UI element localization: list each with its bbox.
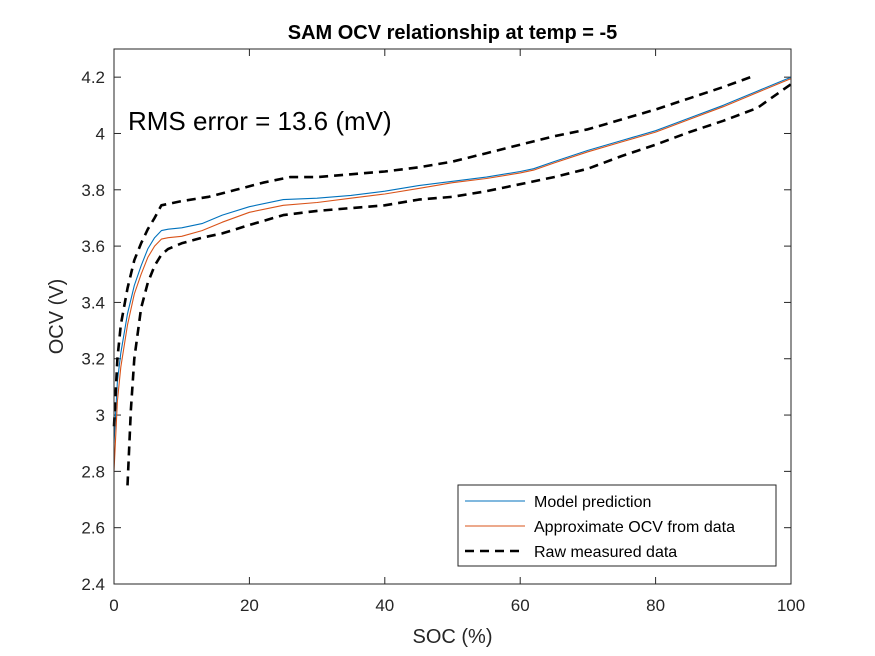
approx-ocv-line bbox=[113, 78, 792, 472]
legend-label: Raw measured data bbox=[534, 544, 677, 561]
axis-ticks: 0 20 40 60 80 100 2.4 2.6 2.8 3 3.2 3.4 3.6 3.8 4 4.2 bbox=[81, 49, 805, 615]
y-axis-label: OCV (V) bbox=[46, 279, 68, 355]
model-prediction-line bbox=[113, 76, 792, 444]
x-tick-label: 80 bbox=[646, 596, 665, 615]
x-tick-label: 40 bbox=[375, 596, 394, 615]
legend-label: Model prediction bbox=[534, 494, 651, 511]
x-tick-label: 0 bbox=[109, 596, 118, 615]
x-tick-label: 100 bbox=[777, 596, 805, 615]
plot-frame bbox=[113, 48, 792, 585]
y-tick-label: 2.6 bbox=[81, 519, 105, 538]
legend-label: Approximate OCV from data bbox=[534, 519, 735, 536]
raw-data-upper-line bbox=[112, 75, 751, 427]
y-tick-label: 3.8 bbox=[81, 181, 105, 200]
y-tick-label: 3.4 bbox=[81, 293, 105, 312]
x-tick-label: 20 bbox=[240, 596, 259, 615]
rms-error-annotation: RMS error = 13.6 (mV) bbox=[128, 106, 392, 136]
x-tick-label: 60 bbox=[511, 596, 530, 615]
y-tick-label: 2.8 bbox=[81, 462, 105, 481]
y-tick-label: 4 bbox=[96, 124, 105, 143]
chart-title: SAM OCV relationship at temp = -5 bbox=[288, 22, 618, 44]
y-tick-label: 3.2 bbox=[81, 350, 105, 369]
y-tick-label: 3 bbox=[96, 406, 105, 425]
y-tick-label: 4.2 bbox=[81, 68, 105, 87]
series-lines bbox=[112, 75, 792, 486]
y-tick-label: 3.6 bbox=[81, 237, 105, 256]
raw-data-lower-line bbox=[126, 83, 792, 486]
y-tick-label: 2.4 bbox=[81, 575, 105, 594]
x-axis-label: SOC (%) bbox=[413, 626, 493, 648]
legend: Model prediction Approximate OCV from dat… bbox=[457, 484, 777, 567]
